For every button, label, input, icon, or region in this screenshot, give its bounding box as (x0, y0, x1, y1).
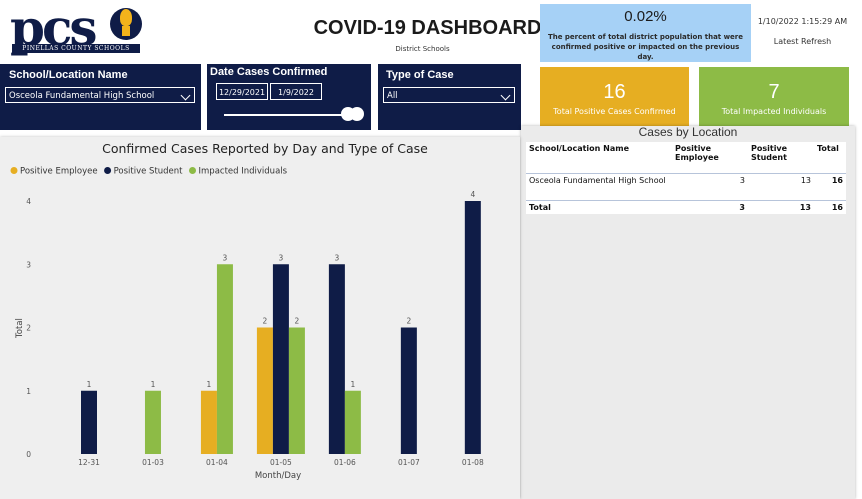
date-filter-panel: Date Cases Confirmed 12/29/2021 1/9/2022 (207, 64, 371, 130)
table-cell: Osceola Fundamental High School (526, 173, 672, 201)
case-type-dropdown-value: All (387, 91, 398, 101)
refresh-timestamp: 1/10/2022 1:15:29 AM (757, 17, 848, 26)
column-header[interactable]: Positive Employee (672, 142, 748, 174)
date-filter-label: Date Cases Confirmed (210, 66, 328, 78)
table-cell: 16 (831, 203, 843, 212)
y-tick-label: 4 (26, 197, 31, 206)
data-label: 3 (223, 253, 228, 262)
column-header[interactable]: Positive Student (748, 142, 814, 174)
x-tick-label: 01-04 (206, 458, 228, 467)
positive-cases-label: Total Positive Cases Confirmed (553, 107, 676, 116)
bar (216, 264, 233, 454)
table-cell: 13 (748, 173, 814, 201)
data-label: 3 (279, 253, 284, 262)
y-axis-label: Total (15, 318, 25, 339)
x-tick-label: 01-05 (270, 458, 292, 467)
table-row[interactable]: Osceola Fundamental High School 3 13 16 (526, 173, 846, 201)
school-filter-panel: School/Location Name Osceola Fundamental… (0, 64, 201, 130)
bar (81, 390, 97, 454)
legend-marker (189, 167, 197, 174)
column-header[interactable]: Total (814, 142, 846, 174)
table-total-row: Total 3 13 16 (526, 201, 846, 215)
data-label: 1 (207, 380, 212, 389)
bar (256, 327, 273, 454)
refresh-label: Latest Refresh (773, 37, 832, 46)
bar (144, 390, 161, 454)
torch-handle-icon (122, 26, 130, 36)
bar (272, 264, 289, 454)
x-tick-label: 01-07 (398, 458, 420, 467)
school-dropdown-value: Osceola Fundamental High School (9, 91, 155, 101)
bar (344, 390, 361, 454)
y-tick-label: 2 (26, 324, 31, 333)
data-label: 1 (87, 380, 92, 389)
date-slider-end-handle[interactable] (350, 107, 364, 121)
x-tick-label: 01-08 (462, 458, 484, 467)
x-tick-label: 01-03 (142, 458, 164, 467)
y-tick-label: 0 (26, 450, 31, 459)
bar (464, 201, 481, 454)
table-header-row: School/Location Name Positive Employee P… (526, 142, 846, 174)
chart-svg: Positive Employee Positive Student Impacte… (10, 167, 484, 481)
data-label: 3 (334, 253, 339, 262)
positive-cases-value: 16 (603, 81, 626, 103)
school-dropdown[interactable]: Osceola Fundamental High School (5, 87, 195, 103)
percent-value: 0.02% (624, 8, 667, 25)
legend-label: Positive Student (114, 167, 184, 177)
x-tick-label: 12-31 (78, 458, 100, 467)
table-cell: 3 (672, 173, 748, 201)
date-slider-track[interactable] (224, 114, 352, 116)
x-axis-label: Month/Day (255, 471, 301, 481)
cases-by-location-title: Cases by Location (638, 125, 738, 139)
chart-title: Confirmed Cases Reported by Day and Type… (102, 141, 428, 156)
data-label: 2 (295, 317, 300, 326)
positive-cases-card: 16 Total Positive Cases Confirmed (540, 67, 689, 126)
chevron-down-icon (500, 90, 511, 101)
torch-flame-icon (120, 9, 132, 26)
end-date-input[interactable]: 1/9/2022 (270, 83, 322, 100)
case-type-filter-label: Type of Case (386, 69, 454, 81)
cases-by-location-table: School/Location Name Positive Employee P… (526, 142, 846, 214)
logo-subtext: PINELLAS COUNTY SCHOOLS (12, 44, 140, 53)
y-tick-label: 3 (26, 260, 31, 269)
legend-marker (10, 167, 18, 174)
case-type-dropdown[interactable]: All (383, 87, 515, 103)
case-type-filter-panel: Type of Case All (378, 64, 521, 130)
data-label: 1 (151, 380, 156, 389)
table-cell: 3 (739, 203, 745, 212)
percent-description: The percent of total district population… (547, 33, 744, 61)
legend-label: Positive Employee (20, 167, 98, 177)
legend-marker (104, 167, 112, 174)
y-tick-label: 1 (26, 387, 31, 396)
data-label: 2 (263, 317, 268, 326)
school-filter-label: School/Location Name (9, 69, 128, 81)
table-cell: Total (529, 203, 551, 212)
impacted-individuals-value: 7 (768, 81, 780, 103)
data-label: 1 (350, 380, 355, 389)
percent-card (540, 4, 751, 62)
bar (200, 390, 217, 454)
page-subtitle: District Schools (395, 45, 450, 53)
data-label: 2 (406, 317, 411, 326)
page-title: COVID-19 DASHBOARD (313, 17, 542, 39)
x-tick-label: 01-06 (334, 458, 356, 467)
impacted-individuals-label: Total Impacted Individuals (721, 107, 827, 116)
data-label: 4 (470, 190, 475, 199)
chevron-down-icon (180, 90, 191, 101)
table-cell: 13 (799, 203, 811, 212)
table-cell: 16 (814, 173, 846, 201)
column-header[interactable]: School/Location Name (526, 142, 672, 174)
legend-label: Impacted Individuals (199, 167, 288, 177)
bar (288, 327, 305, 454)
bar (328, 264, 345, 454)
impacted-individuals-card: 7 Total Impacted Individuals (699, 67, 849, 126)
bar (400, 327, 417, 454)
start-date-input[interactable]: 12/29/2021 (216, 83, 268, 100)
